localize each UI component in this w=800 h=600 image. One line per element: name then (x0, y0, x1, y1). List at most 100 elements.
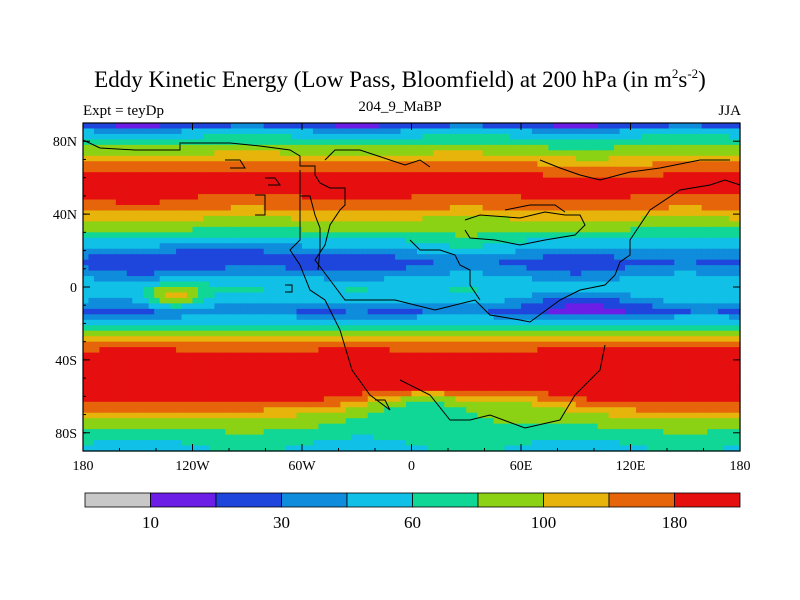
heatmap-cell (241, 172, 248, 179)
heatmap-cell (548, 314, 555, 321)
heatmap-cell (214, 237, 221, 244)
heatmap-cell (115, 314, 122, 321)
heatmap-cell (247, 270, 254, 277)
heatmap-cell (252, 287, 259, 294)
heatmap-cell (646, 237, 653, 244)
heatmap-cell (718, 303, 725, 310)
heatmap-cell (208, 139, 215, 146)
heatmap-cell (482, 314, 489, 321)
heatmap-cell (592, 177, 599, 184)
heatmap-cell (614, 287, 621, 294)
heatmap-cell (597, 221, 604, 228)
heatmap-cell (641, 172, 648, 179)
heatmap-cell (608, 319, 615, 326)
heatmap-cell (165, 325, 172, 332)
heatmap-cell (504, 128, 511, 135)
heatmap-cell (137, 308, 144, 315)
heatmap-cell (652, 281, 659, 288)
heatmap-cell (356, 325, 363, 332)
heatmap-cell (444, 297, 451, 304)
heatmap-cell (351, 276, 358, 283)
heatmap-cell (603, 270, 610, 277)
heatmap-cell (389, 194, 396, 201)
heatmap-cell (258, 205, 265, 212)
heatmap-cell (449, 128, 456, 135)
heatmap-cell (181, 237, 188, 244)
heatmap-cell (219, 123, 226, 130)
heatmap-cell (170, 232, 177, 239)
heatmap-cell (154, 243, 161, 250)
heatmap-cell (110, 303, 117, 310)
heatmap-cell (187, 276, 194, 283)
heatmap-cell (208, 183, 215, 190)
heatmap-cell (176, 215, 183, 222)
heatmap-cell (559, 254, 566, 261)
heatmap-cell (296, 248, 303, 255)
heatmap-cell (504, 319, 511, 326)
heatmap-cell (608, 221, 615, 228)
heatmap-cell (493, 270, 500, 277)
heatmap-cell (329, 265, 336, 272)
heatmap-cell (701, 265, 708, 272)
heatmap-cell (460, 155, 467, 162)
heatmap-cell (378, 205, 385, 212)
heatmap-cell (619, 259, 626, 266)
heatmap-cell (154, 226, 161, 233)
heatmap-cell (252, 314, 259, 321)
heatmap-cell (345, 259, 352, 266)
heatmap-cell (488, 232, 495, 239)
heatmap-cell (367, 297, 374, 304)
heatmap-cell (285, 308, 292, 315)
heatmap-cell (176, 259, 183, 266)
heatmap-cell (192, 139, 199, 146)
heatmap-cell (592, 221, 599, 228)
heatmap-cell (280, 243, 287, 250)
heatmap-cell (592, 155, 599, 162)
heatmap-cell (416, 243, 424, 250)
heatmap-cell (302, 188, 309, 195)
heatmap-cell (515, 205, 522, 212)
heatmap-cell (493, 243, 500, 250)
heatmap-cell (340, 139, 347, 146)
heatmap-cell (115, 347, 122, 354)
heatmap-cell (323, 205, 330, 212)
heatmap-cell (663, 336, 670, 343)
heatmap-cell (258, 325, 265, 332)
heatmap-cell (291, 226, 298, 233)
heatmap-cell (466, 144, 473, 151)
heatmap-cell (389, 150, 396, 157)
heatmap-cell (663, 150, 670, 157)
heatmap-cell (674, 133, 681, 140)
heatmap-cell (701, 205, 708, 212)
heatmap-cell (575, 177, 582, 184)
heatmap-cell (542, 265, 549, 272)
heatmap-cell (115, 221, 122, 228)
heatmap-cell (608, 330, 615, 337)
heatmap-cell (652, 172, 659, 179)
heatmap-cell (641, 330, 648, 337)
heatmap-cell (625, 314, 632, 321)
heatmap-cell (718, 308, 725, 315)
heatmap-cell (504, 199, 511, 206)
heatmap-cell (345, 188, 352, 195)
heatmap-cell (625, 303, 632, 310)
heatmap-cell (635, 150, 643, 157)
heatmap-cell (345, 210, 352, 217)
heatmap-cell (510, 308, 517, 315)
heatmap-cell (674, 254, 681, 261)
heatmap-cell (345, 292, 352, 299)
heatmap-cell (384, 287, 391, 294)
heatmap-cell (384, 308, 391, 315)
heatmap-cell (471, 308, 478, 315)
heatmap-cell (499, 139, 506, 146)
heatmap-cell (427, 276, 434, 283)
heatmap-cell (504, 161, 511, 168)
heatmap-cell (176, 281, 183, 288)
heatmap-cell (635, 248, 643, 255)
heatmap-cell (471, 177, 478, 184)
heatmap-cell (433, 243, 440, 250)
heatmap-cell (592, 194, 599, 201)
heatmap-cell (679, 287, 686, 294)
heatmap-cell (345, 248, 352, 255)
heatmap-cell (274, 188, 281, 195)
